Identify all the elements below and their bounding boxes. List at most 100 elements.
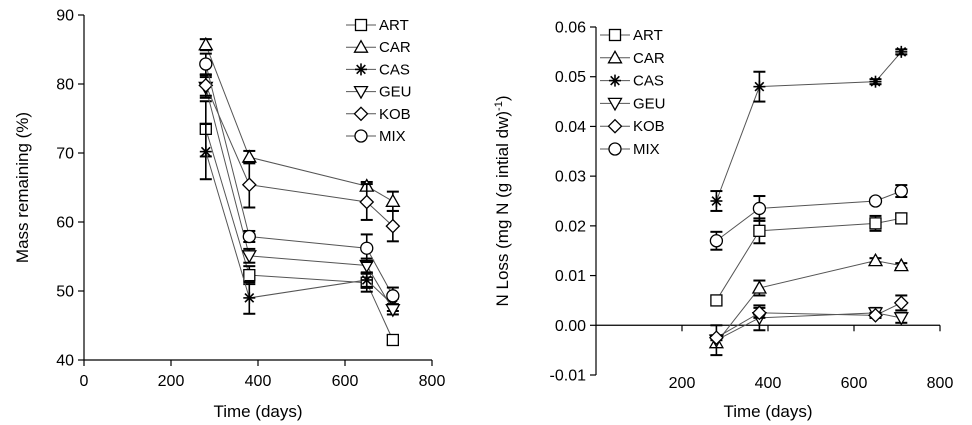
data-point bbox=[243, 291, 256, 304]
asterisk-stroke bbox=[711, 196, 722, 206]
y-axis-title: N Loss (mg N (g intial dw)-1) bbox=[493, 95, 512, 306]
legend-marker bbox=[353, 85, 369, 100]
x-tick-label: 400 bbox=[245, 373, 272, 390]
series-line bbox=[205, 85, 394, 227]
data-point bbox=[385, 193, 401, 207]
series-geu bbox=[198, 76, 401, 318]
data-point bbox=[893, 295, 909, 311]
data-point bbox=[198, 36, 214, 51]
series-line bbox=[716, 190, 902, 242]
legend-label: MIX bbox=[633, 141, 660, 158]
y-tick-label: 0.01 bbox=[555, 268, 586, 285]
legend-label: GEU bbox=[379, 84, 412, 101]
data-point bbox=[360, 273, 373, 286]
y-tick-label: 0.06 bbox=[555, 20, 586, 37]
series-line bbox=[716, 312, 902, 341]
legend-marker bbox=[354, 18, 368, 32]
n-loss-chart: -0.01 0.00 0.01 0.02 0.03 0.04 0.05 0.06 200 400 6… bbox=[493, 20, 953, 422]
data-point bbox=[894, 184, 908, 198]
series-kob bbox=[708, 294, 909, 346]
legend-marker bbox=[355, 63, 367, 76]
y-axis-title: Mass remaining (%) bbox=[13, 112, 32, 263]
series-line bbox=[716, 302, 902, 339]
data-point bbox=[386, 289, 400, 303]
data-point bbox=[243, 268, 256, 282]
data-point bbox=[241, 149, 257, 163]
series-line bbox=[205, 87, 394, 310]
series-line bbox=[715, 51, 902, 202]
x-tick-label: 400 bbox=[755, 375, 782, 392]
legend-marker bbox=[607, 49, 623, 64]
data-point bbox=[386, 333, 400, 347]
x-tick-label: 600 bbox=[332, 373, 359, 390]
legend-label: CAR bbox=[379, 39, 411, 56]
legend-marker bbox=[607, 118, 623, 134]
series-line bbox=[715, 217, 902, 301]
y-tick-label: 0.05 bbox=[555, 69, 586, 86]
y-tick-label: 80 bbox=[56, 77, 74, 94]
series-line bbox=[205, 151, 394, 306]
y-tick-label: 50 bbox=[56, 284, 74, 301]
data-point bbox=[708, 330, 724, 346]
legend-marker bbox=[353, 39, 369, 53]
data-point bbox=[867, 252, 884, 267]
y-tick-label: 0.03 bbox=[555, 169, 586, 186]
x-axis-title: Time (days) bbox=[213, 402, 302, 421]
data-point bbox=[895, 45, 908, 58]
asterisk-stroke bbox=[610, 75, 620, 86]
legend-marker bbox=[354, 129, 368, 143]
series-line bbox=[205, 128, 394, 341]
legend-label: ART bbox=[633, 27, 663, 44]
data-point bbox=[753, 224, 766, 237]
series-mix bbox=[709, 184, 908, 251]
data-point bbox=[751, 280, 768, 294]
legend-label: CAR bbox=[633, 50, 665, 67]
legend-label: GEU bbox=[633, 95, 666, 112]
legend-marker bbox=[608, 142, 622, 156]
data-point bbox=[753, 80, 766, 93]
legend: ART CAR CAS GEU KOB MIX bbox=[600, 27, 666, 158]
legend: ART CAR CAS GEU KOB MIX bbox=[346, 17, 412, 145]
series-cas bbox=[710, 45, 908, 212]
data-point bbox=[752, 201, 767, 216]
data-point bbox=[893, 312, 909, 326]
series-line bbox=[205, 44, 394, 202]
data-point bbox=[893, 257, 909, 272]
legend-marker bbox=[607, 97, 623, 112]
asterisk-stroke bbox=[754, 81, 765, 92]
x-tick-label: 200 bbox=[669, 375, 696, 392]
legend-marker bbox=[609, 74, 621, 87]
x-tick-label: 0 bbox=[80, 373, 89, 390]
y-axis-title-superscript: -1 bbox=[493, 101, 505, 111]
data-point bbox=[710, 195, 723, 207]
asterisk-stroke bbox=[200, 146, 211, 157]
mass-remaining-chart: 40 50 60 70 80 90 0 200 400 600 800 Time (days) Mass… bbox=[13, 8, 445, 422]
legend-marker bbox=[608, 28, 622, 42]
x-tick-label: 800 bbox=[927, 375, 954, 392]
asterisk-stroke bbox=[870, 76, 881, 87]
series-art bbox=[199, 100, 400, 347]
y-tick-label: 0.04 bbox=[555, 119, 586, 136]
data-point bbox=[241, 250, 257, 264]
data-point bbox=[241, 177, 257, 193]
data-point bbox=[710, 294, 723, 307]
data-point bbox=[199, 145, 212, 158]
x-tick-label: 800 bbox=[419, 373, 446, 390]
series-mix bbox=[199, 52, 400, 306]
data-point bbox=[709, 234, 724, 248]
legend-label: CAS bbox=[379, 61, 410, 78]
y-tick-label: 0.02 bbox=[555, 218, 586, 235]
data-point bbox=[868, 307, 883, 323]
x-axis-title: Time (days) bbox=[723, 402, 812, 421]
legend-label: ART bbox=[379, 17, 409, 34]
data-point bbox=[385, 218, 401, 234]
y-tick-label: 40 bbox=[56, 353, 74, 370]
asterisk-stroke bbox=[356, 64, 366, 75]
data-point bbox=[359, 194, 375, 210]
asterisk-stroke bbox=[896, 46, 907, 57]
data-point bbox=[242, 229, 256, 244]
series-line bbox=[716, 260, 902, 343]
data-point bbox=[751, 305, 767, 321]
legend-label: KOB bbox=[633, 118, 665, 135]
